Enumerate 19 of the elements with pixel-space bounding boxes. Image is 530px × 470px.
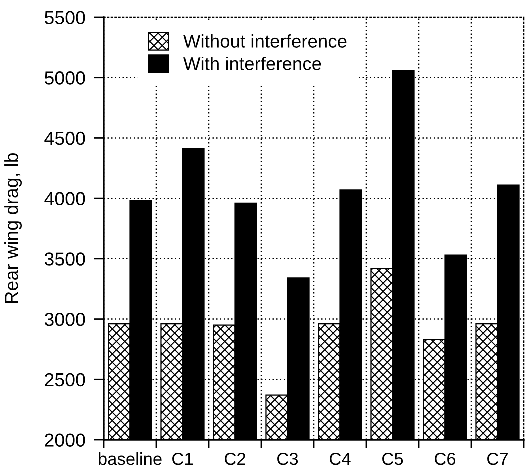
y-tick-label: 2500 [45, 373, 86, 387]
y-tick-label: 4000 [44, 192, 86, 206]
x-tick-label: baseline [99, 452, 162, 466]
x-tick-label: C5 [382, 452, 404, 466]
y-axis-title: Rear wing drag, lb [4, 153, 22, 304]
y-tick-label: 2000 [45, 434, 86, 447]
y-tick-label: 4500 [44, 132, 86, 146]
x-tick-label: C3 [278, 452, 298, 466]
x-tick-label: C4 [330, 452, 351, 466]
x-tick-label: C1 [172, 452, 193, 466]
y-tick-label: 5000 [44, 72, 86, 85]
x-tick-label: C6 [435, 452, 456, 466]
y-tick-label: 3500 [44, 252, 86, 266]
legend-label: With interference [184, 56, 322, 70]
y-tick-label: 5500 [44, 11, 86, 24]
legend-label: Without interference [184, 34, 347, 48]
x-tick-label: C2 [225, 452, 246, 466]
x-tick-label: C7 [488, 452, 508, 466]
y-tick-label: 3000 [44, 312, 86, 326]
